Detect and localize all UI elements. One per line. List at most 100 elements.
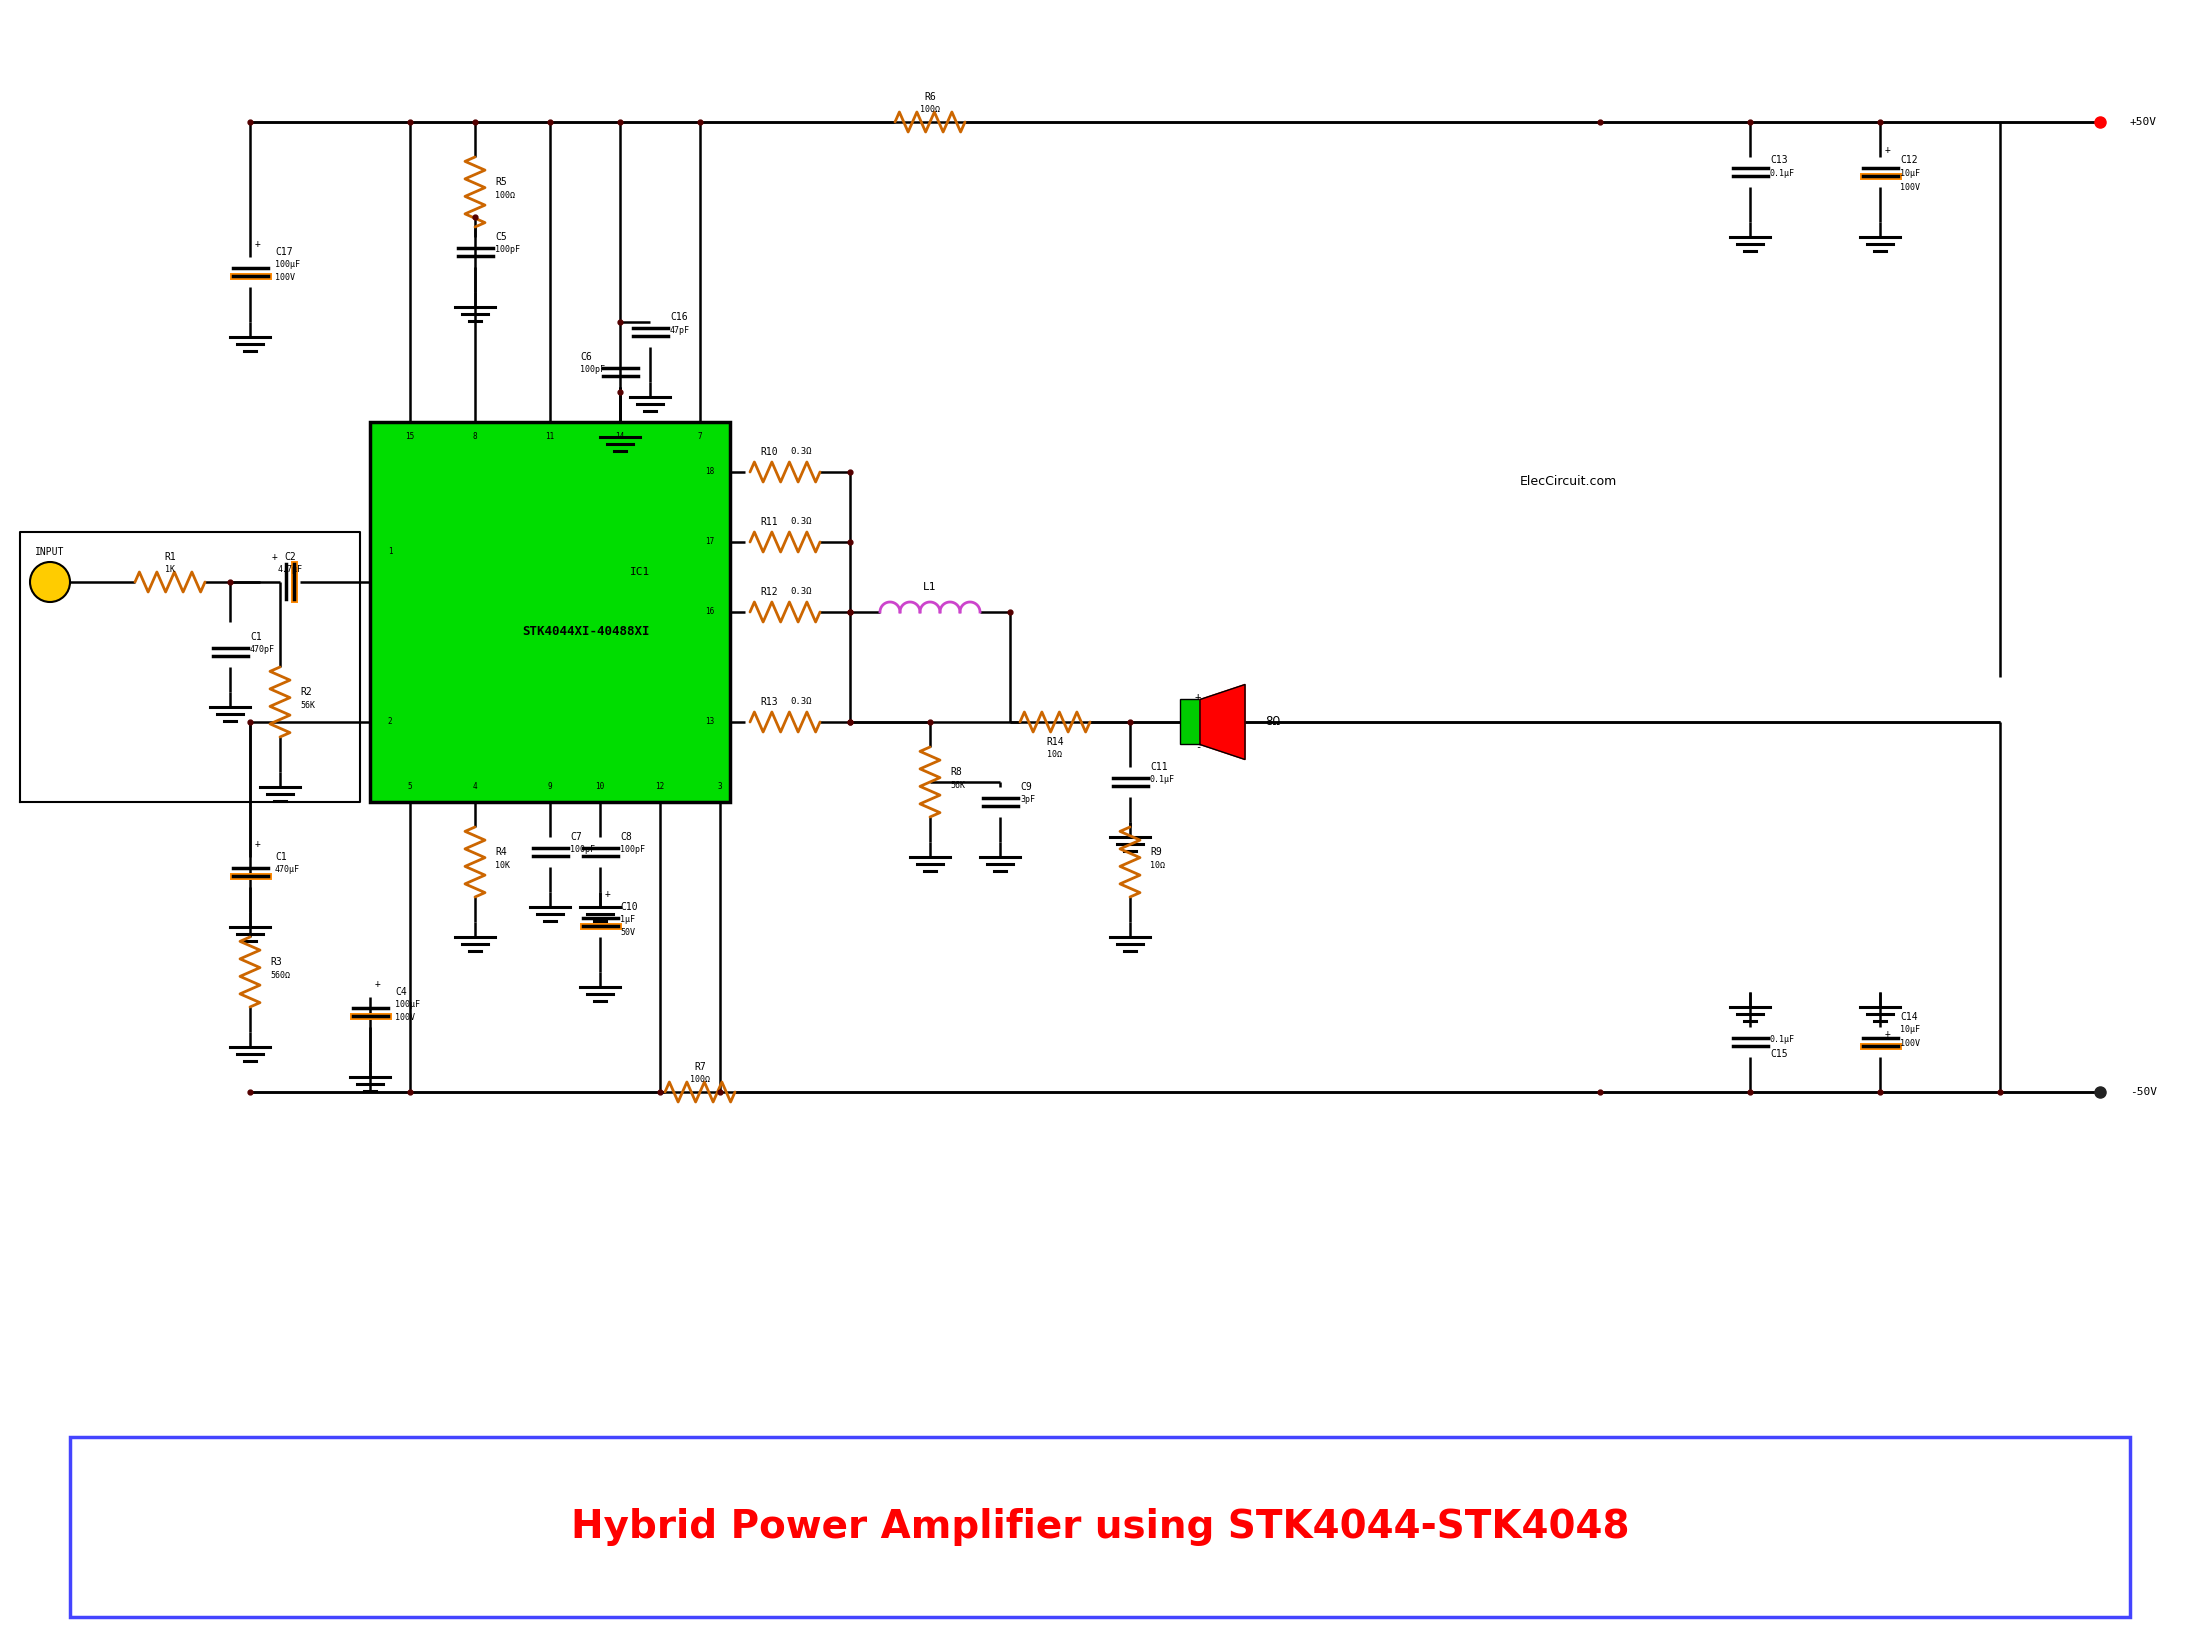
Text: L1: L1 xyxy=(924,582,937,591)
Text: 100V: 100V xyxy=(1901,1039,1921,1049)
Text: C7: C7 xyxy=(570,833,581,843)
Text: C2: C2 xyxy=(284,552,295,562)
Text: 17: 17 xyxy=(706,537,715,547)
Text: 9: 9 xyxy=(548,783,552,791)
Text: R9: R9 xyxy=(1151,847,1162,857)
Text: C14: C14 xyxy=(1901,1013,1918,1023)
Text: 100pF: 100pF xyxy=(620,846,645,854)
Text: 10: 10 xyxy=(596,783,605,791)
Text: 100V: 100V xyxy=(396,1013,416,1023)
Text: 12: 12 xyxy=(656,783,664,791)
Text: R4: R4 xyxy=(495,847,506,857)
Text: +: + xyxy=(255,240,262,249)
Text: 100V: 100V xyxy=(275,274,295,282)
Text: 56K: 56K xyxy=(950,781,966,791)
Text: 10μF: 10μF xyxy=(1901,170,1921,178)
Polygon shape xyxy=(1199,684,1245,760)
Text: +: + xyxy=(1885,145,1890,155)
Text: R7: R7 xyxy=(695,1062,706,1072)
Text: 2: 2 xyxy=(387,717,392,727)
Text: 4.7μF: 4.7μF xyxy=(277,565,304,575)
Text: 100pF: 100pF xyxy=(570,846,594,854)
Text: 8Ω: 8Ω xyxy=(1265,715,1280,729)
Text: 47pF: 47pF xyxy=(671,327,691,335)
Text: C17: C17 xyxy=(275,248,293,258)
Text: C11: C11 xyxy=(1151,762,1168,771)
Text: 1: 1 xyxy=(387,547,392,557)
Text: R8: R8 xyxy=(950,767,961,776)
Text: 0.1μF: 0.1μF xyxy=(1151,775,1175,785)
Text: IC1: IC1 xyxy=(629,567,651,577)
Text: R14: R14 xyxy=(1047,737,1065,747)
Text: -50V: -50V xyxy=(2130,1087,2156,1097)
Text: 470μF: 470μF xyxy=(275,866,299,874)
Text: +: + xyxy=(374,980,381,990)
Text: C13: C13 xyxy=(1771,155,1789,165)
Text: C4: C4 xyxy=(396,986,407,998)
Text: 0.3Ω: 0.3Ω xyxy=(790,517,812,527)
Text: 10Ω: 10Ω xyxy=(1151,861,1166,871)
Text: 0.1μF: 0.1μF xyxy=(1771,170,1795,178)
Bar xyxy=(70,1437,2130,1617)
Text: Hybrid Power Amplifier using STK4044-STK4048: Hybrid Power Amplifier using STK4044-STK… xyxy=(570,1508,1630,1546)
Text: 470pF: 470pF xyxy=(251,646,275,654)
Text: 100μF: 100μF xyxy=(275,261,299,269)
Text: 50V: 50V xyxy=(620,928,636,937)
Text: 560Ω: 560Ω xyxy=(271,971,290,981)
Text: C6: C6 xyxy=(581,352,592,362)
Text: +: + xyxy=(1885,1029,1890,1039)
Text: 10K: 10K xyxy=(495,861,510,871)
Text: 18: 18 xyxy=(706,468,715,476)
Text: C9: C9 xyxy=(1021,781,1032,791)
Text: 5: 5 xyxy=(407,783,411,791)
Text: 100Ω: 100Ω xyxy=(691,1075,711,1084)
Text: 3pF: 3pF xyxy=(1021,796,1034,805)
Text: 100pF: 100pF xyxy=(495,246,519,254)
Text: 100pF: 100pF xyxy=(581,365,605,375)
Text: 0.1μF: 0.1μF xyxy=(1771,1036,1795,1044)
Text: INPUT: INPUT xyxy=(35,547,64,557)
Text: STK4044XI-40488XI: STK4044XI-40488XI xyxy=(521,626,649,639)
Bar xyxy=(370,421,730,801)
Text: +50V: +50V xyxy=(2130,117,2156,127)
Text: 15: 15 xyxy=(405,433,414,441)
Text: C1: C1 xyxy=(251,633,262,643)
Text: ElecCircuit.com: ElecCircuit.com xyxy=(1520,476,1617,489)
Text: C12: C12 xyxy=(1901,155,1918,165)
Text: C10: C10 xyxy=(620,902,638,912)
Text: C15: C15 xyxy=(1771,1049,1789,1059)
Text: 0.3Ω: 0.3Ω xyxy=(790,588,812,596)
Text: R2: R2 xyxy=(299,687,312,697)
Text: 100Ω: 100Ω xyxy=(920,106,939,114)
Text: R10: R10 xyxy=(759,448,777,458)
Text: +: + xyxy=(255,839,262,849)
Circle shape xyxy=(31,562,70,601)
Text: 1μF: 1μF xyxy=(620,915,636,925)
Text: C1: C1 xyxy=(275,852,286,862)
Text: 10Ω: 10Ω xyxy=(1047,750,1063,760)
Text: C8: C8 xyxy=(620,833,631,843)
Text: 3: 3 xyxy=(717,783,722,791)
Text: 100Ω: 100Ω xyxy=(495,192,515,200)
Text: R6: R6 xyxy=(924,93,935,102)
Text: 10μF: 10μF xyxy=(1901,1026,1921,1034)
Text: 13: 13 xyxy=(706,717,715,727)
Text: 11: 11 xyxy=(546,433,554,441)
Text: 0.3Ω: 0.3Ω xyxy=(790,697,812,707)
Text: 7: 7 xyxy=(697,433,702,441)
Text: R1: R1 xyxy=(165,552,176,562)
Text: R13: R13 xyxy=(759,697,777,707)
Text: 0.3Ω: 0.3Ω xyxy=(790,448,812,456)
Text: -: - xyxy=(1195,742,1201,752)
Text: 1K: 1K xyxy=(165,565,176,575)
Text: 100μF: 100μF xyxy=(396,1001,420,1009)
Text: C16: C16 xyxy=(671,312,689,322)
Text: R5: R5 xyxy=(495,177,506,187)
Text: 8: 8 xyxy=(473,433,477,441)
Text: C5: C5 xyxy=(495,231,506,241)
Text: +: + xyxy=(1195,692,1201,702)
Text: R11: R11 xyxy=(759,517,777,527)
Text: R3: R3 xyxy=(271,957,282,966)
Text: 56K: 56K xyxy=(299,702,315,710)
Text: +: + xyxy=(273,552,277,562)
